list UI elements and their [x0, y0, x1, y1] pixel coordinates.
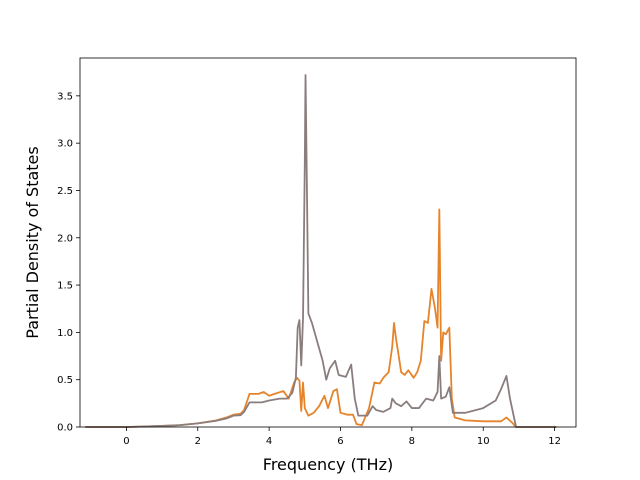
x-tick-label: 6 — [337, 436, 343, 447]
y-tick-label: 3.0 — [57, 139, 73, 150]
x-axis: 0 2 4 6 8 10 12 — [123, 427, 561, 447]
x-tick-label: 10 — [477, 436, 490, 447]
series-layer — [85, 74, 557, 428]
y-tick-label: 3.5 — [57, 91, 73, 102]
y-tick-label: 0.0 — [57, 423, 73, 434]
plot-frame — [79, 57, 577, 428]
x-tick-label: 12 — [548, 436, 561, 447]
series-line-2 — [85, 74, 557, 428]
series-line-1 — [85, 208, 557, 428]
x-tick-label: 8 — [409, 436, 415, 447]
x-tick-label: 0 — [123, 436, 129, 447]
y-axis-title: Partial Density of States — [23, 146, 42, 338]
y-tick-label: 1.5 — [57, 281, 73, 292]
y-axis: 0.0 0.5 1.0 1.5 2.0 2.5 3.0 3.5 — [57, 91, 80, 434]
y-tick-label: 2.0 — [57, 233, 73, 244]
y-tick-label: 1.0 — [57, 328, 73, 339]
x-axis-title: Frequency (THz) — [263, 455, 393, 474]
x-tick-label: 2 — [195, 436, 201, 447]
y-tick-label: 2.5 — [57, 186, 73, 197]
y-tick-label: 0.5 — [57, 375, 73, 386]
x-tick-label: 4 — [266, 436, 272, 447]
